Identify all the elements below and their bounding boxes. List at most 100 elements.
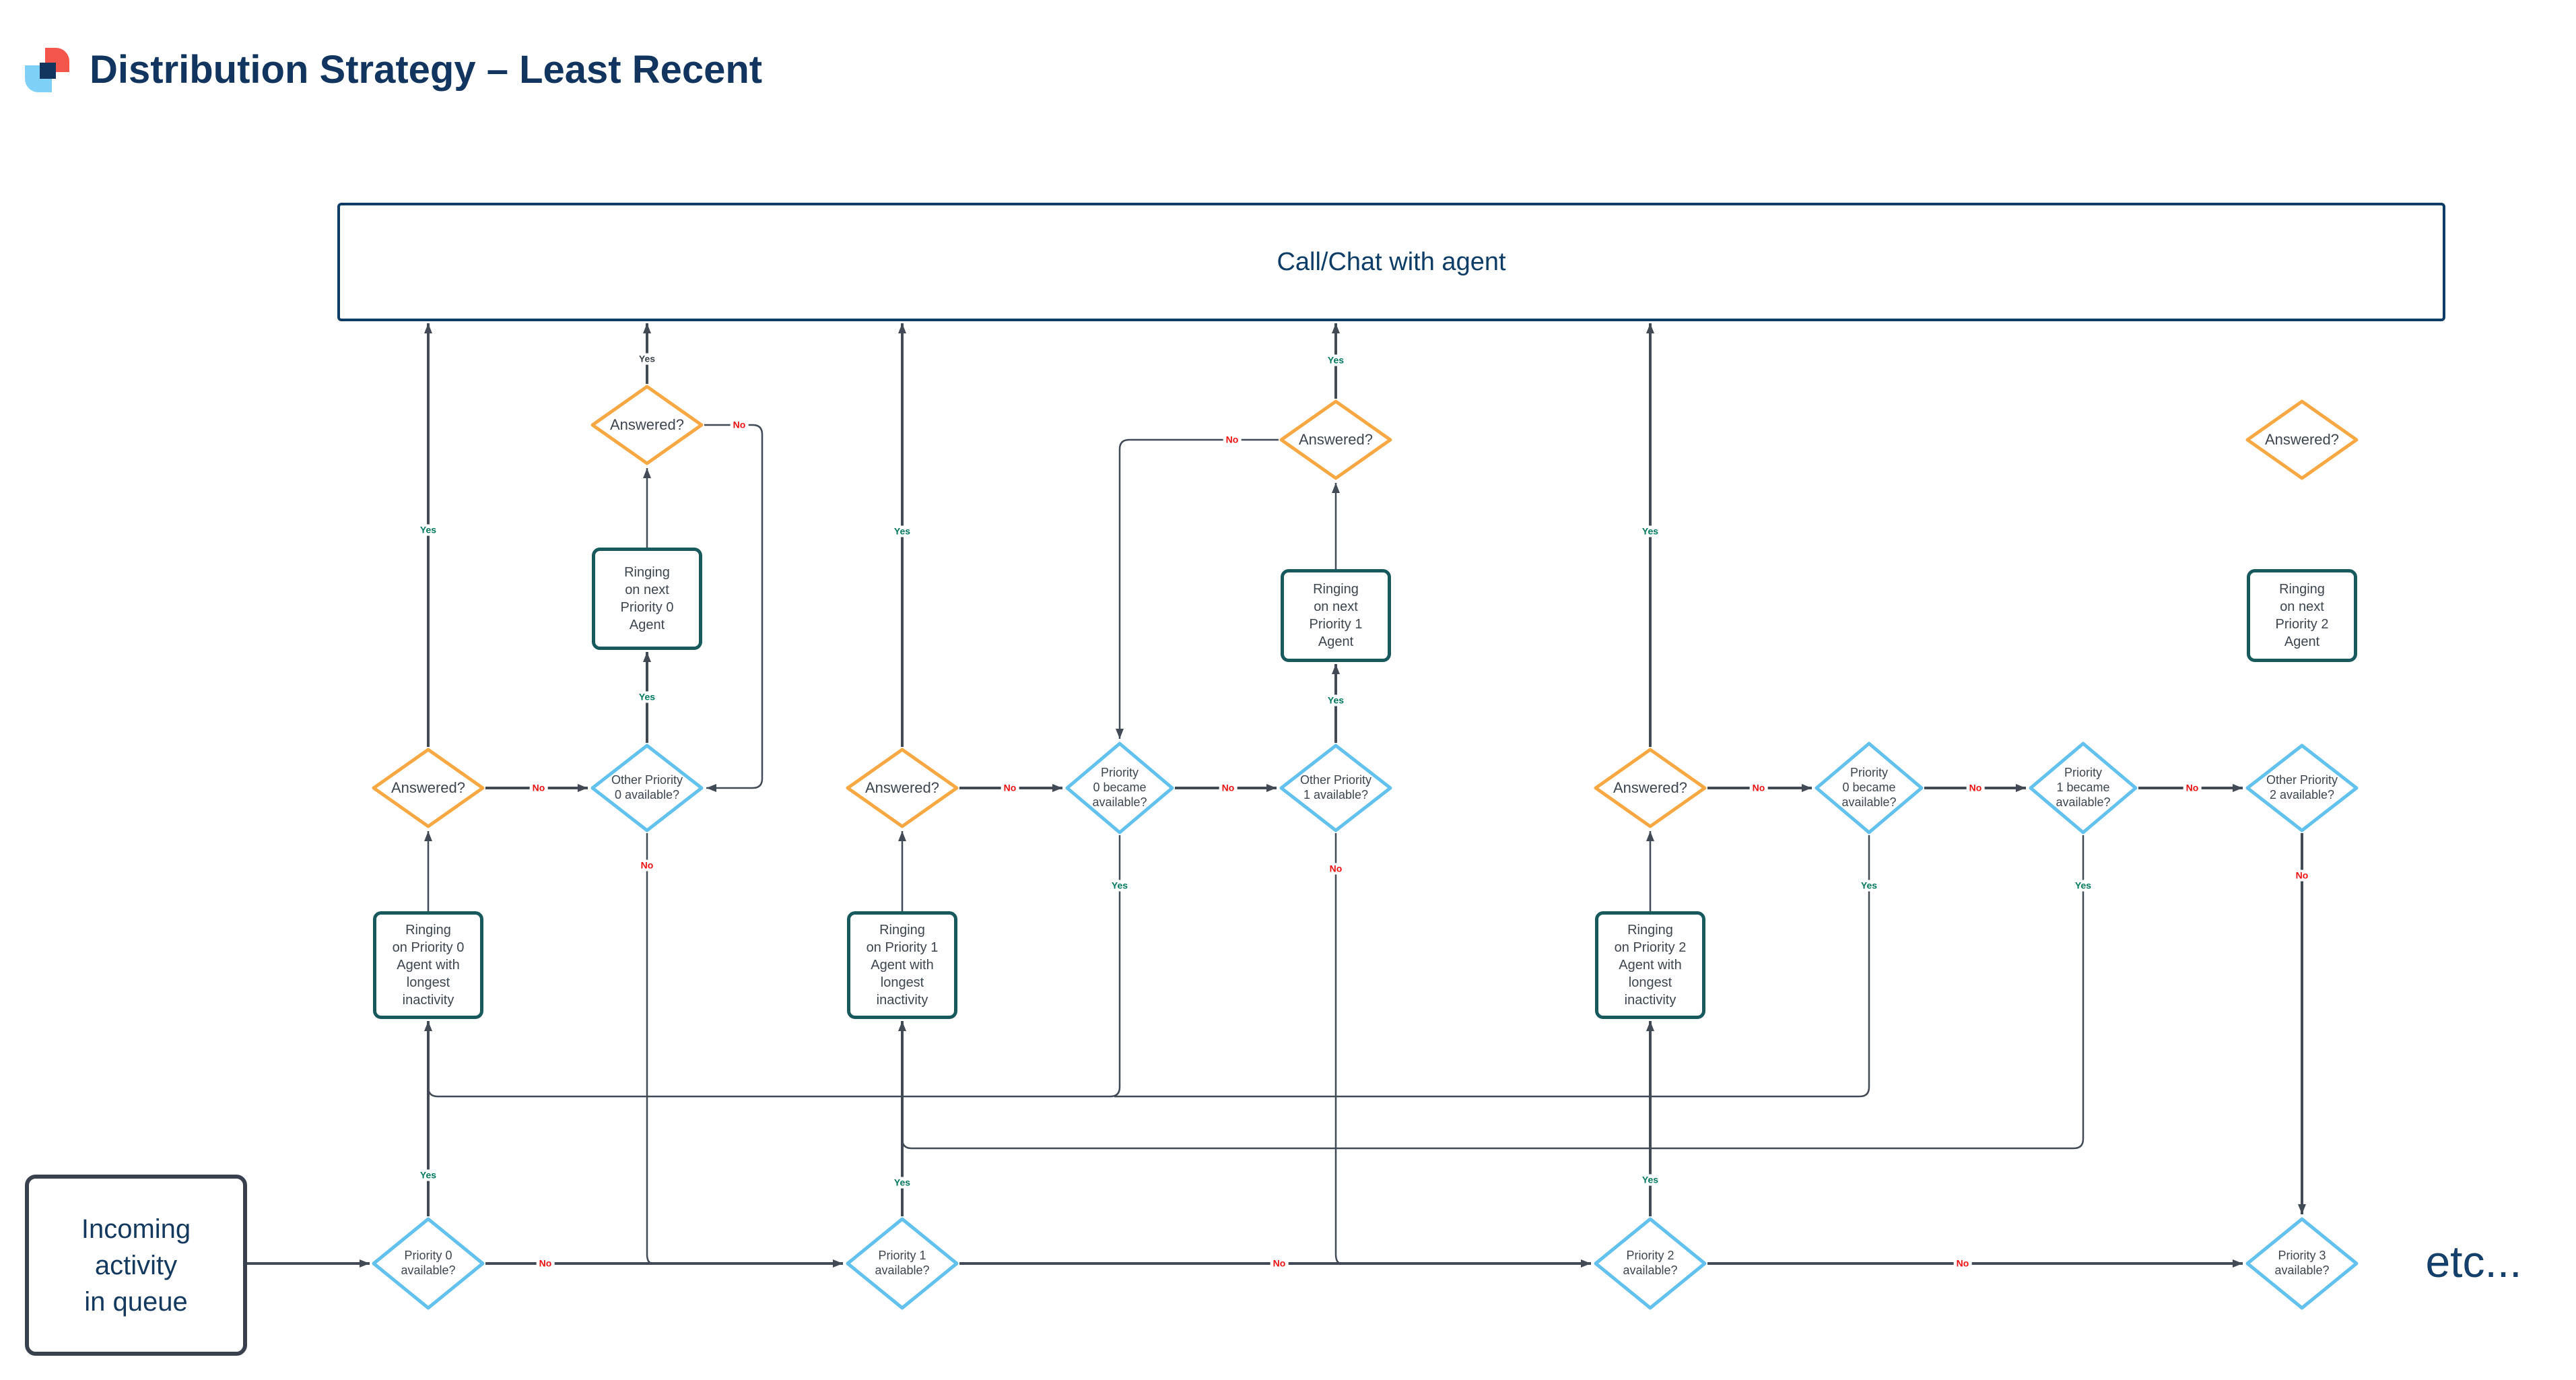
answered-top-2-label: Answered? — [1298, 431, 1374, 448]
ringing-p2-longest-label: Ringing on Priority 2 Agent with longest… — [1614, 923, 1687, 1008]
answered-top-1-label: Answered? — [609, 416, 685, 433]
edge-label-otherp2-no-to-p3: No — [2293, 869, 2311, 882]
edge-label-p0became2-yes-return: Yes — [1108, 880, 1131, 892]
edge-label-otherp0-no-down: No — [638, 859, 656, 872]
answered-1: Answered? — [371, 747, 485, 829]
answered-1-shape — [372, 748, 485, 828]
etc-note: etc... — [2425, 1237, 2522, 1286]
answered-top-3-label: Answered? — [2264, 431, 2340, 448]
answered-top-3-shape — [2245, 399, 2359, 480]
edge-label-answered1-no: No — [529, 782, 548, 794]
edge-label-answered3-no: No — [1749, 782, 1768, 794]
other-priority-2-label: Other Priority 2 available? — [2266, 773, 2338, 801]
edge-label-p0became3-yes-return: Yes — [1858, 880, 1880, 892]
ringing-next-p0: Ringing on next Priority 0 Agent — [592, 548, 702, 650]
answered-top-2-shape — [1279, 399, 1392, 480]
edge-label-ansTop1-yes-cc: Yes — [636, 353, 658, 365]
edge-label-p0-no-to-p1: No — [536, 1257, 555, 1270]
ringing-next-p1: Ringing on next Priority 1 Agent — [1281, 569, 1391, 662]
edge-label-answered2-yes-cc: Yes — [891, 525, 914, 537]
p0-became-available-3-label: Priority 0 became available? — [1841, 766, 1897, 809]
priority-1-available-shape — [846, 1217, 959, 1310]
edge-label-p2-no-to-p3: No — [1953, 1257, 1972, 1270]
edge-label-ansTop2-no-loop: No — [1223, 434, 1242, 446]
answered-2-shape — [846, 748, 959, 828]
edge-label-p1became3-yes-return: Yes — [2072, 880, 2095, 892]
edge-p0became2-yes-return — [427, 835, 1121, 1098]
edge-label-p0became2-no: No — [1219, 782, 1238, 794]
logo-navy-square — [40, 62, 56, 79]
p1-became-available-3-shape — [2029, 742, 2138, 834]
edge-label-p0became3-no: No — [1966, 782, 1985, 794]
edge-label-p1-no-to-p2: No — [1270, 1257, 1289, 1270]
incoming-activity-box-label: Incoming activity in queue — [81, 1214, 191, 1317]
priority-2-available-shape — [1594, 1217, 1707, 1310]
answered-3-label: Answered? — [1613, 779, 1688, 796]
priority-1-available-label: Priority 1 available? — [875, 1249, 930, 1277]
ringing-next-p2-label: Ringing on next Priority 2 Agent — [2275, 582, 2329, 649]
ringing-p2-longest: Ringing on Priority 2 Agent with longest… — [1595, 911, 1705, 1019]
answered-3-shape — [1594, 748, 1707, 828]
priority-0-available-label: Priority 0 available? — [401, 1249, 456, 1277]
ringing-p1-longest: Ringing on Priority 1 Agent with longest… — [847, 911, 957, 1019]
edge-label-answered3-yes-cc: Yes — [1639, 525, 1662, 537]
edge-label-answered2-no: No — [1001, 782, 1019, 794]
ringing-p1-longest-label: Ringing on Priority 1 Agent with longest… — [866, 923, 939, 1008]
ringing-p0-longest-label: Ringing on Priority 0 Agent with longest… — [392, 923, 465, 1008]
p1-became-available-3-label: Priority 1 became available? — [2056, 766, 2111, 809]
priority-2-available: Priority 2 available? — [1593, 1216, 1707, 1311]
other-priority-1-shape — [1279, 744, 1392, 832]
other-priority-0-label: Other Priority 0 available? — [611, 773, 683, 801]
answered-1-label: Answered? — [391, 779, 466, 796]
call-chat-box: Call/Chat with agent — [337, 203, 2445, 321]
edge-label-otherp1-no-down: No — [1326, 863, 1345, 875]
brand-logo-icon — [25, 47, 69, 92]
priority-3-available-shape — [2245, 1217, 2359, 1310]
other-priority-0: Other Priority 0 available? — [590, 743, 704, 833]
ringing-next-p0-label: Ringing on next Priority 0 Agent — [620, 565, 674, 632]
edge-p1became3-yes-return — [901, 835, 2084, 1150]
edge-label-otherp0-yes-up: Yes — [636, 691, 658, 703]
incoming-activity-box: Incoming activity in queue — [25, 1175, 247, 1356]
edge-label-p0-yes-up: Yes — [417, 1169, 440, 1181]
edge-label-ansTop1-no-loop: No — [730, 419, 749, 431]
priority-2-available-label: Priority 2 available? — [1623, 1249, 1678, 1277]
p0-became-available-2: Priority 0 became available? — [1064, 741, 1175, 835]
answered-2: Answered? — [845, 747, 959, 829]
p0-became-available-2-shape — [1065, 742, 1174, 834]
edge-label-p1-yes-up: Yes — [891, 1177, 914, 1189]
other-priority-2: Other Priority 2 available? — [2245, 743, 2359, 833]
priority-0-available: Priority 0 available? — [371, 1216, 485, 1311]
answered-top-1-shape — [590, 385, 704, 465]
p0-became-available-3: Priority 0 became available? — [1814, 741, 1924, 835]
answered-2-label: Answered? — [865, 779, 940, 796]
priority-3-available-label: Priority 3 available? — [2274, 1249, 2330, 1277]
other-priority-2-shape — [2245, 744, 2359, 832]
p0-became-available-2-label: Priority 0 became available? — [1092, 766, 1147, 809]
other-priority-1-label: Other Priority 1 available? — [1299, 773, 1372, 801]
other-priority-0-shape — [590, 744, 704, 832]
answered-3: Answered? — [1593, 747, 1707, 829]
edge-label-p1became3-no: No — [2183, 782, 2202, 794]
answered-top-2: Answered? — [1279, 399, 1393, 481]
page-header: Distribution Strategy – Least Recent — [25, 47, 762, 92]
edge-label-answered1-yes-cc: Yes — [417, 524, 440, 536]
ringing-p0-longest: Ringing on Priority 0 Agent with longest… — [373, 911, 483, 1019]
page-title: Distribution Strategy – Least Recent — [90, 48, 763, 92]
priority-1-available: Priority 1 available? — [845, 1216, 959, 1311]
p0-became-available-3-shape — [1815, 742, 1924, 834]
call-chat-box-label: Call/Chat with agent — [1277, 247, 1506, 276]
edge-label-p2-yes-up: Yes — [1639, 1174, 1662, 1186]
answered-top-1: Answered? — [590, 384, 704, 466]
edge-p0became3-yes-return — [1114, 835, 1870, 1098]
ringing-next-p2: Ringing on next Priority 2 Agent — [2247, 569, 2357, 662]
priority-0-available-shape — [372, 1217, 485, 1310]
priority-3-available: Priority 3 available? — [2245, 1216, 2359, 1311]
edge-ansTop1-no-loop — [704, 424, 764, 792]
other-priority-1: Other Priority 1 available? — [1279, 743, 1393, 833]
edge-label-otherp1-yes-up: Yes — [1324, 694, 1347, 707]
